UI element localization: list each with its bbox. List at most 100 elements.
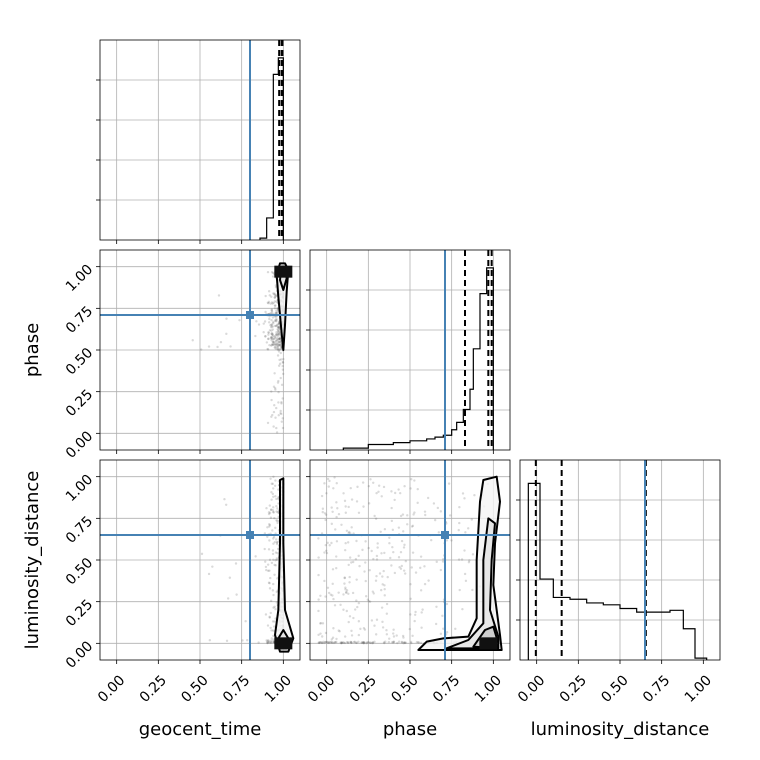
sample-point	[331, 594, 334, 597]
sample-point	[270, 308, 273, 312]
sample-point	[350, 634, 354, 637]
sample-point	[267, 511, 271, 514]
sample-point	[343, 582, 346, 585]
sample-point	[244, 620, 247, 623]
sample-point	[270, 318, 273, 322]
sample-point	[276, 328, 279, 331]
sample-point	[273, 307, 277, 310]
sample-point	[277, 337, 281, 341]
sample-point	[331, 636, 335, 639]
sample-point	[333, 476, 336, 479]
sample-point	[273, 296, 276, 299]
sample-point	[471, 588, 474, 592]
sample-point	[323, 482, 326, 485]
sample-point	[323, 551, 326, 554]
sample-point	[335, 482, 338, 485]
sample-point	[324, 513, 328, 516]
sample-point	[267, 639, 270, 642]
sample-point	[381, 620, 384, 624]
sample-point	[317, 641, 321, 644]
sample-point	[278, 338, 282, 341]
sample-point	[392, 640, 395, 643]
sample-point	[325, 640, 328, 643]
sample-point	[396, 641, 399, 645]
sample-point	[467, 527, 470, 530]
histogram-luminosity_distance	[516, 459, 721, 664]
sample-point	[271, 328, 275, 331]
sample-point	[265, 639, 268, 642]
sample-point	[275, 345, 279, 348]
sample-point	[207, 572, 211, 576]
sample-point	[275, 324, 278, 328]
x-tick-label: 0.75	[430, 672, 463, 705]
sample-point	[277, 390, 280, 394]
sample-point	[317, 598, 320, 601]
sample-point	[281, 364, 284, 368]
sample-point	[402, 546, 406, 549]
sample-point	[348, 575, 351, 579]
sample-point	[276, 342, 279, 345]
sample-point	[416, 487, 419, 491]
sample-point	[417, 641, 420, 644]
sample-point	[269, 639, 273, 642]
sample-point	[277, 326, 281, 329]
sample-point	[332, 487, 335, 490]
sample-point	[360, 641, 364, 644]
sample-point	[271, 333, 274, 336]
y-tick-label: 0.50	[63, 345, 96, 378]
sample-point	[273, 372, 276, 375]
sample-point	[419, 555, 423, 558]
sample-point	[319, 594, 322, 597]
sample-point	[354, 557, 358, 561]
sample-point	[276, 541, 279, 544]
y-tick-label: 0.25	[63, 387, 96, 420]
sample-point	[338, 630, 341, 633]
sample-point	[345, 640, 349, 644]
sample-point	[399, 550, 403, 554]
sample-point	[326, 641, 330, 644]
sample-point	[330, 638, 334, 641]
y-tick-label: 1.00	[63, 472, 96, 505]
sample-point	[270, 338, 273, 342]
sample-point	[264, 565, 268, 569]
sample-point	[388, 542, 391, 545]
sample-point	[337, 591, 340, 594]
y-axis-label-luminosity_distance: luminosity_distance	[22, 471, 43, 650]
sample-point	[268, 524, 272, 527]
sample-point	[379, 588, 383, 592]
sample-point	[272, 340, 275, 344]
sample-point	[282, 357, 285, 361]
sample-point	[403, 572, 407, 575]
truth-marker	[246, 531, 254, 539]
sample-point	[419, 566, 422, 570]
sample-point	[241, 639, 244, 642]
sample-point	[276, 521, 279, 525]
sample-point	[463, 572, 467, 576]
sample-point	[326, 541, 329, 545]
sample-point	[277, 344, 280, 347]
sample-point	[266, 563, 270, 566]
sample-point	[271, 629, 275, 632]
sample-point	[325, 549, 328, 552]
sample-point	[366, 598, 370, 601]
sample-point	[346, 541, 350, 544]
sample-point	[441, 560, 445, 563]
y-tick-label: 1.00	[63, 262, 96, 295]
sample-point	[276, 335, 279, 338]
sample-point	[461, 492, 465, 495]
sample-point	[277, 337, 280, 341]
sample-point	[324, 595, 327, 598]
sample-point	[273, 516, 276, 520]
sample-point	[266, 624, 270, 627]
sample-point	[341, 641, 345, 644]
sample-point	[392, 632, 395, 635]
sample-point	[200, 552, 204, 556]
sample-point	[464, 531, 467, 534]
sample-point	[272, 558, 275, 562]
sample-point	[416, 501, 419, 505]
sample-point	[270, 637, 273, 640]
sample-point	[442, 557, 445, 561]
sample-point	[450, 539, 453, 542]
sample-point	[317, 633, 320, 637]
sample-point	[348, 556, 352, 559]
